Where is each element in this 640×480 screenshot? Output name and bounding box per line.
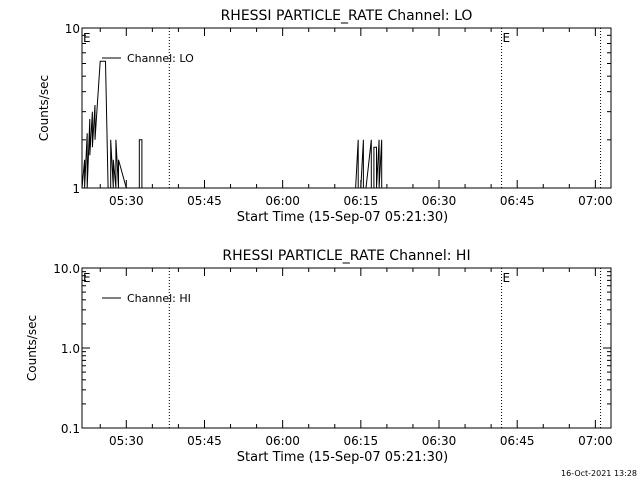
x-tick-label: 06:15 xyxy=(344,194,379,208)
y-axis-label: Counts/sec xyxy=(37,75,51,141)
x-tick-label: 06:30 xyxy=(422,434,457,448)
chart-title: RHESSI PARTICLE_RATE Channel: HI xyxy=(222,248,470,264)
x-tick-label: 06:45 xyxy=(500,194,535,208)
x-tick-label: 05:30 xyxy=(109,434,144,448)
x-tick-label: 06:30 xyxy=(422,194,457,208)
y-tick-label: 1.0 xyxy=(61,342,80,356)
x-tick-label: 06:00 xyxy=(265,194,300,208)
x-tick-label: 06:15 xyxy=(344,434,379,448)
x-axis-label: Start Time (15-Sep-07 05:21:30) xyxy=(237,210,448,225)
chart-panel-hi: RHESSI PARTICLE_RATE Channel: HI 10.0 1.0 0… xyxy=(25,248,613,465)
x-tick-label: 05:45 xyxy=(187,434,222,448)
y-axis-label: Counts/sec xyxy=(25,315,39,381)
legend-label: Channel: LO xyxy=(127,52,194,65)
x-tick-label: 06:00 xyxy=(265,434,300,448)
x-tick-label: 07:00 xyxy=(578,434,613,448)
event-marker-label: E xyxy=(83,271,91,285)
x-tick-label: 05:30 xyxy=(109,194,144,208)
chart-title: RHESSI PARTICLE_RATE Channel: LO xyxy=(221,8,473,24)
event-marker-label: E xyxy=(503,31,511,45)
y-tick-label: 10 xyxy=(65,22,80,36)
generation-timestamp: 16-Oct-2021 13:28 xyxy=(561,469,637,478)
x-tick-label: 07:00 xyxy=(578,194,613,208)
series-line-lo xyxy=(81,60,385,189)
chart-panel-lo: RHESSI PARTICLE_RATE Channel: LO 10 1 Count… xyxy=(37,8,613,225)
legend-label: Channel: HI xyxy=(127,292,191,305)
y-tick-label: 1 xyxy=(72,182,80,196)
x-axis-label: Start Time (15-Sep-07 05:21:30) xyxy=(237,450,448,465)
x-tick-label: 05:45 xyxy=(187,194,222,208)
event-marker-label: E xyxy=(503,271,511,285)
x-tick-label: 06:45 xyxy=(500,434,535,448)
y-tick-label: 10.0 xyxy=(53,262,80,276)
event-marker-label: E xyxy=(83,31,91,45)
y-tick-label: 0.1 xyxy=(61,422,80,436)
